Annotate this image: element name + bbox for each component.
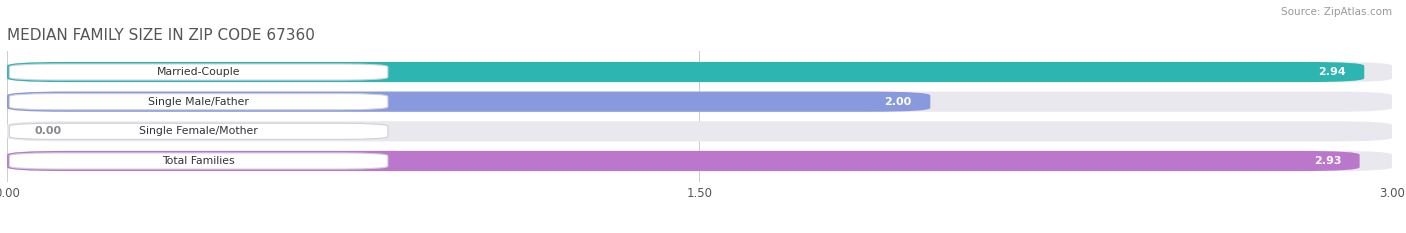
FancyBboxPatch shape	[7, 151, 1392, 171]
Text: Single Male/Father: Single Male/Father	[148, 97, 249, 107]
FancyBboxPatch shape	[7, 62, 1392, 82]
FancyBboxPatch shape	[10, 64, 388, 80]
Text: Total Families: Total Families	[162, 156, 235, 166]
Text: 0.00: 0.00	[35, 126, 62, 136]
Text: 2.93: 2.93	[1313, 156, 1341, 166]
FancyBboxPatch shape	[7, 92, 931, 112]
Text: Married-Couple: Married-Couple	[157, 67, 240, 77]
Text: Single Female/Mother: Single Female/Mother	[139, 126, 257, 136]
FancyBboxPatch shape	[7, 151, 1360, 171]
FancyBboxPatch shape	[7, 62, 1364, 82]
FancyBboxPatch shape	[7, 121, 1392, 141]
Text: MEDIAN FAMILY SIZE IN ZIP CODE 67360: MEDIAN FAMILY SIZE IN ZIP CODE 67360	[7, 28, 315, 43]
FancyBboxPatch shape	[10, 94, 388, 110]
FancyBboxPatch shape	[10, 123, 388, 139]
Text: 2.94: 2.94	[1317, 67, 1346, 77]
FancyBboxPatch shape	[7, 92, 1392, 112]
FancyBboxPatch shape	[10, 153, 388, 169]
Text: Source: ZipAtlas.com: Source: ZipAtlas.com	[1281, 7, 1392, 17]
Text: 2.00: 2.00	[884, 97, 912, 107]
